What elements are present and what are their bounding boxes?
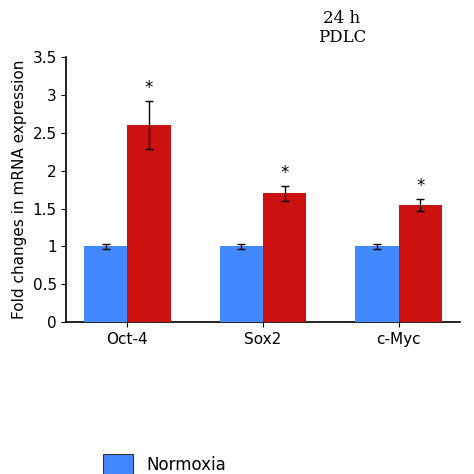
Bar [356,246,399,322]
Bar [399,205,442,322]
Text: *: * [281,164,289,182]
Y-axis label: Fold changes in mRNA expression: Fold changes in mRNA expression [12,60,27,319]
Bar [263,193,307,322]
Text: 24 h
PDLC: 24 h PDLC [318,9,366,46]
Bar [84,246,128,322]
Text: *: * [416,177,425,195]
Bar [219,246,263,322]
Text: *: * [145,79,153,97]
Legend: Normoxia, Hypoxia: Normoxia, Hypoxia [94,446,234,474]
Bar [128,125,171,322]
